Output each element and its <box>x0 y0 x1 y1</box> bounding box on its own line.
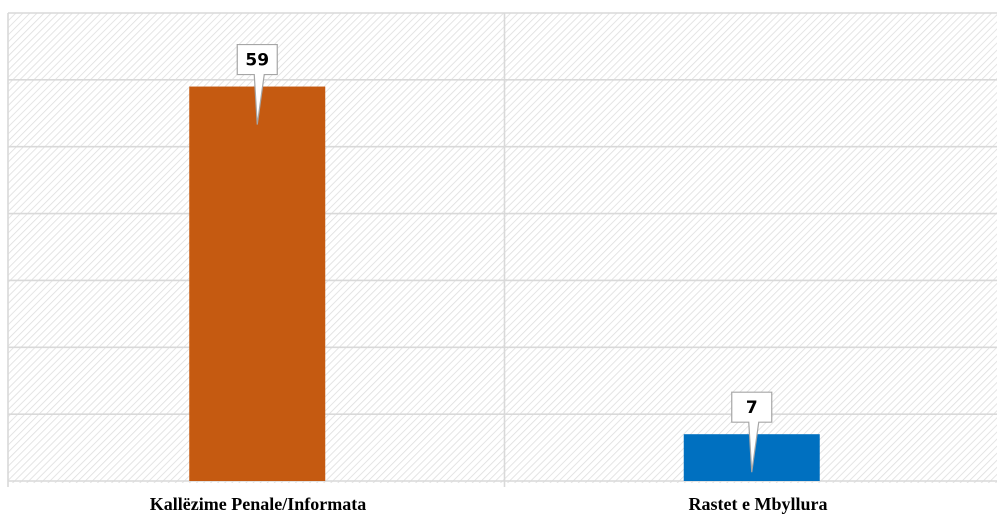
data-label-1: 59 <box>236 43 278 125</box>
data-label-callout-1 <box>236 43 278 125</box>
gridlines <box>7 12 997 487</box>
plot-area-background <box>8 13 997 483</box>
data-label-2: 7 <box>731 391 773 473</box>
bar-1 <box>189 86 326 482</box>
data-label-value-2: 7 <box>746 398 758 418</box>
data-label-value-1: 59 <box>245 51 269 71</box>
category-label-1: Kallëzime Penale/Informata <box>150 494 366 514</box>
x-axis: Kallëzime Penale/Informata Rastet e Mbyl… <box>150 494 828 514</box>
data-labels: 59 7 <box>236 43 773 473</box>
data-label-callout-2 <box>731 391 773 473</box>
category-label-2: Rastet e Mbyllura <box>689 494 828 514</box>
bars <box>189 86 820 482</box>
